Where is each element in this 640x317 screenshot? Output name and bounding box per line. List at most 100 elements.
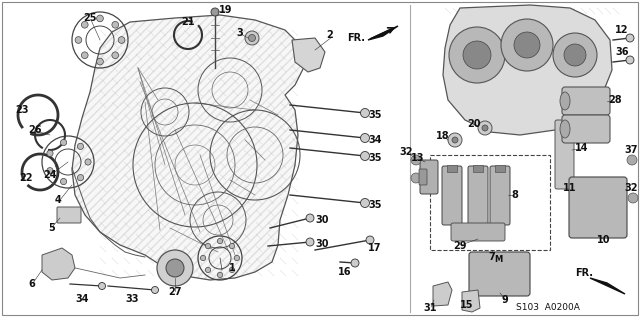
Circle shape xyxy=(81,21,88,28)
FancyBboxPatch shape xyxy=(562,87,610,115)
Text: 20: 20 xyxy=(467,119,481,129)
Circle shape xyxy=(514,32,540,58)
Bar xyxy=(495,165,505,172)
Circle shape xyxy=(81,52,88,59)
Polygon shape xyxy=(462,290,480,312)
Text: 26: 26 xyxy=(28,125,42,135)
Circle shape xyxy=(452,137,458,143)
Text: 37: 37 xyxy=(624,145,637,155)
Text: 5: 5 xyxy=(49,223,56,233)
Circle shape xyxy=(564,44,586,66)
Circle shape xyxy=(47,168,53,174)
Polygon shape xyxy=(590,278,625,294)
Circle shape xyxy=(85,159,91,165)
Circle shape xyxy=(75,37,82,43)
Bar xyxy=(473,165,483,172)
FancyBboxPatch shape xyxy=(57,207,81,223)
Text: 35: 35 xyxy=(368,110,381,120)
Text: 35: 35 xyxy=(368,153,381,163)
Text: M: M xyxy=(494,256,502,264)
Text: 15: 15 xyxy=(460,300,474,310)
Text: 2: 2 xyxy=(326,30,333,40)
Circle shape xyxy=(211,8,219,16)
FancyBboxPatch shape xyxy=(555,120,574,189)
Text: 32: 32 xyxy=(624,183,637,193)
FancyBboxPatch shape xyxy=(469,252,530,296)
Text: 3: 3 xyxy=(237,28,243,38)
Circle shape xyxy=(229,243,235,249)
Text: 22: 22 xyxy=(19,173,33,183)
Circle shape xyxy=(628,193,638,203)
Circle shape xyxy=(366,236,374,244)
Circle shape xyxy=(360,108,369,118)
Circle shape xyxy=(448,133,462,147)
Text: 16: 16 xyxy=(339,267,352,277)
Circle shape xyxy=(626,56,634,64)
Circle shape xyxy=(360,133,369,143)
Circle shape xyxy=(360,198,369,208)
Polygon shape xyxy=(433,282,452,306)
FancyBboxPatch shape xyxy=(468,166,488,225)
Circle shape xyxy=(99,282,106,289)
Text: 35: 35 xyxy=(368,200,381,210)
Circle shape xyxy=(306,214,314,222)
Circle shape xyxy=(553,33,597,77)
Text: 29: 29 xyxy=(453,241,467,251)
Polygon shape xyxy=(42,248,75,280)
Text: 9: 9 xyxy=(502,295,508,305)
Circle shape xyxy=(218,272,223,278)
Text: 8: 8 xyxy=(511,190,518,200)
Text: 14: 14 xyxy=(575,143,589,153)
Text: 33: 33 xyxy=(125,294,139,304)
Text: 18: 18 xyxy=(436,131,450,141)
Text: 31: 31 xyxy=(423,303,436,313)
Text: 24: 24 xyxy=(44,170,57,180)
Text: 36: 36 xyxy=(615,47,628,57)
Text: 7: 7 xyxy=(488,252,495,262)
Polygon shape xyxy=(72,15,305,280)
Polygon shape xyxy=(292,38,325,72)
Text: 30: 30 xyxy=(316,239,329,249)
Circle shape xyxy=(97,15,104,22)
Circle shape xyxy=(60,178,67,184)
Bar xyxy=(447,165,457,172)
Circle shape xyxy=(166,259,184,277)
Text: 6: 6 xyxy=(29,279,35,289)
Circle shape xyxy=(501,19,553,71)
Circle shape xyxy=(60,139,67,146)
FancyBboxPatch shape xyxy=(562,115,610,143)
Text: 25: 25 xyxy=(83,13,97,23)
Bar xyxy=(430,155,550,250)
Circle shape xyxy=(306,238,314,246)
Circle shape xyxy=(351,259,359,267)
Circle shape xyxy=(411,173,421,183)
Circle shape xyxy=(112,21,118,28)
Circle shape xyxy=(218,238,223,244)
Circle shape xyxy=(248,35,255,42)
Text: 19: 19 xyxy=(220,5,233,15)
Ellipse shape xyxy=(560,120,570,138)
Circle shape xyxy=(157,250,193,286)
Circle shape xyxy=(47,150,53,156)
Text: 23: 23 xyxy=(15,105,29,115)
Text: 34: 34 xyxy=(368,135,381,145)
Text: 30: 30 xyxy=(316,215,329,225)
Circle shape xyxy=(463,41,491,69)
Text: 27: 27 xyxy=(168,287,182,297)
Circle shape xyxy=(205,243,211,249)
Circle shape xyxy=(205,267,211,273)
Circle shape xyxy=(626,34,634,42)
FancyBboxPatch shape xyxy=(419,169,427,185)
Circle shape xyxy=(97,58,104,65)
Text: FR.: FR. xyxy=(347,33,365,43)
Circle shape xyxy=(77,175,84,181)
Text: 11: 11 xyxy=(563,183,577,193)
Circle shape xyxy=(234,256,239,261)
Text: FR.: FR. xyxy=(575,268,593,278)
Text: 10: 10 xyxy=(597,235,611,245)
Text: 21: 21 xyxy=(181,17,195,27)
Text: 28: 28 xyxy=(608,95,622,105)
Text: 12: 12 xyxy=(615,25,628,35)
Circle shape xyxy=(118,37,125,43)
FancyBboxPatch shape xyxy=(451,223,505,241)
